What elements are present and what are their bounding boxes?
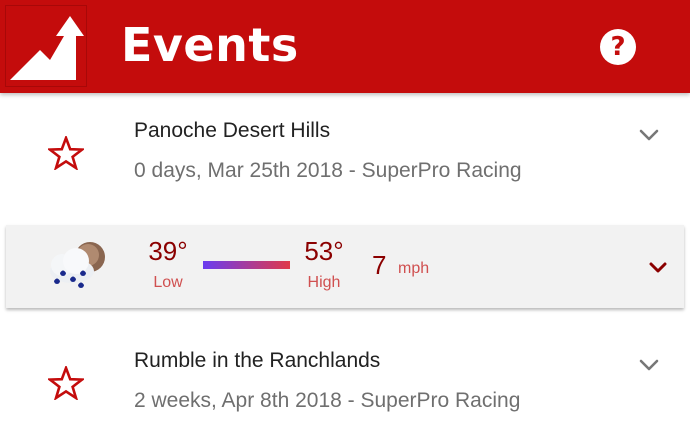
page-title: Events bbox=[121, 18, 299, 72]
wind-speed: 7 bbox=[372, 250, 387, 280]
help-icon[interactable]: ? bbox=[600, 29, 636, 65]
chevron-down-icon[interactable] bbox=[638, 128, 660, 142]
temperature-range-bar bbox=[203, 261, 290, 269]
weather-forecast-panel[interactable]: 39° Low 53° High 7 mph bbox=[6, 225, 684, 308]
high-temperature: 53° bbox=[304, 236, 344, 266]
event-name: Rumble in the Ranchlands bbox=[134, 349, 381, 372]
high-label: High bbox=[307, 274, 341, 291]
low-label: Low bbox=[153, 274, 183, 291]
star-outline-icon[interactable] bbox=[46, 364, 86, 402]
event-subtitle: 0 days, Mar 25th 2018 - SuperPro Racing bbox=[134, 159, 522, 182]
chevron-down-icon[interactable] bbox=[638, 358, 660, 372]
event-row[interactable]: Rumble in the Ranchlands 2 weeks, Apr 8t… bbox=[0, 330, 690, 442]
app-header: Events ? bbox=[0, 0, 690, 93]
event-name: Panoche Desert Hills bbox=[134, 119, 331, 142]
wind-unit: mph bbox=[398, 260, 430, 277]
low-temperature: 39° bbox=[148, 236, 188, 266]
event-subtitle: 2 weeks, Apr 8th 2018 - SuperPro Racing bbox=[134, 389, 521, 412]
star-outline-icon[interactable] bbox=[46, 134, 86, 172]
rain-cloud-icon bbox=[42, 235, 112, 295]
event-row[interactable]: Panoche Desert Hills 0 days, Mar 25th 20… bbox=[0, 100, 690, 220]
chevron-down-icon[interactable] bbox=[649, 261, 667, 273]
up-right-arrow-logo-icon[interactable] bbox=[5, 5, 87, 87]
